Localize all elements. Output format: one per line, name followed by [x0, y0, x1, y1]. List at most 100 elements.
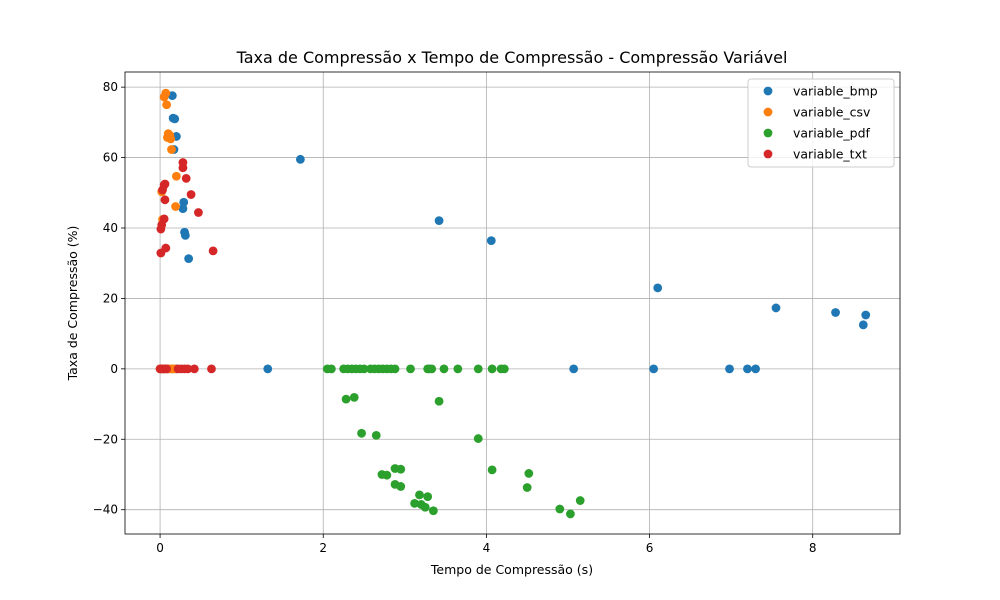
data-point	[566, 509, 575, 519]
legend-label: variable_bmp	[793, 84, 878, 99]
data-point	[180, 230, 190, 240]
data-point	[179, 197, 189, 207]
legend-box	[747, 78, 895, 168]
data-point	[439, 364, 449, 374]
data-point	[428, 506, 438, 516]
data-point	[420, 502, 430, 512]
data-point	[162, 100, 172, 110]
data-point	[326, 364, 336, 374]
y-tick-label: −40	[93, 503, 118, 517]
data-point	[751, 364, 761, 374]
data-point	[427, 364, 437, 374]
data-point	[473, 434, 483, 443]
data-point	[359, 364, 369, 374]
data-point	[167, 145, 176, 154]
data-point	[524, 469, 534, 478]
data-point	[725, 364, 734, 374]
legend-marker	[763, 128, 773, 138]
y-tick-label: 20	[103, 291, 118, 305]
data-point	[569, 364, 579, 374]
data-point	[156, 248, 166, 258]
data-point	[208, 246, 218, 256]
data-point	[263, 364, 273, 374]
x-tick-label: 8	[809, 541, 817, 555]
data-point	[861, 310, 871, 320]
legend-label: variable_pdf	[793, 126, 871, 141]
data-point	[159, 92, 169, 102]
legend-marker	[763, 107, 773, 117]
plot-frame	[124, 71, 901, 535]
y-axis: −40 −20 0 20 40 60 80	[93, 80, 125, 517]
x-tick-label: 0	[156, 541, 164, 555]
data-point	[434, 216, 444, 226]
y-tick-label: 80	[103, 80, 118, 94]
chart-title: Taxa de Compressão x Tempo de Compressão…	[236, 48, 788, 67]
y-tick-label: 40	[103, 221, 118, 235]
data-point	[357, 428, 366, 438]
data-point	[555, 504, 565, 514]
data-point	[575, 496, 585, 505]
data-point	[396, 482, 406, 491]
data-point	[162, 364, 172, 374]
x-tick-label: 6	[646, 541, 654, 555]
data-point	[649, 364, 659, 374]
data-point	[160, 195, 170, 205]
y-tick-label: 60	[103, 151, 118, 165]
legend-label: variable_csv	[793, 105, 871, 120]
data-point	[183, 364, 193, 374]
data-point	[390, 364, 400, 374]
x-axis: 0 2 4 6 8	[156, 534, 817, 555]
data-point	[184, 254, 194, 264]
data-point	[743, 364, 752, 374]
data-point	[341, 394, 351, 404]
data-point	[295, 154, 305, 164]
data-point	[170, 114, 180, 124]
legend-marker	[763, 86, 773, 96]
data-point	[178, 163, 188, 173]
x-tick-label: 2	[319, 541, 327, 555]
data-point	[171, 171, 181, 181]
legend-marker	[763, 149, 773, 159]
series-variable_txt	[155, 158, 218, 374]
data-point	[181, 173, 191, 183]
data-point	[487, 465, 497, 475]
data-point	[423, 492, 433, 502]
y-tick-label: −20	[93, 432, 118, 446]
data-point	[158, 185, 167, 195]
data-point	[163, 133, 172, 142]
grid	[125, 72, 900, 534]
data-point	[473, 364, 483, 374]
data-point	[396, 464, 406, 474]
data-point	[371, 431, 381, 440]
data-point	[410, 498, 420, 508]
data-point	[653, 283, 663, 293]
data-point	[453, 364, 463, 374]
data-point	[771, 303, 781, 313]
data-point	[406, 364, 415, 374]
data-point	[486, 236, 496, 246]
data-point	[487, 364, 497, 374]
data-point	[349, 392, 359, 402]
data-point	[499, 364, 509, 374]
data-point	[156, 224, 166, 234]
legend-label: variable_txt	[793, 147, 867, 162]
data-point	[186, 190, 196, 199]
x-axis-label: Tempo de Compressão (s)	[430, 562, 593, 577]
series-variable_pdf	[322, 364, 585, 519]
data-point	[434, 396, 444, 406]
data-point	[831, 308, 840, 317]
y-axis-label: Taxa de Compressão (%)	[65, 226, 80, 382]
data-points	[155, 88, 871, 519]
x-tick-label: 4	[483, 541, 491, 555]
data-point	[415, 490, 424, 500]
data-point	[858, 320, 868, 330]
data-point	[382, 470, 392, 480]
data-point	[189, 364, 199, 374]
data-point	[207, 364, 216, 374]
data-point	[194, 208, 203, 217]
data-point	[171, 202, 180, 211]
legend: variable_bmp variable_csv variable_pdfvari…	[747, 78, 895, 168]
data-point	[522, 483, 532, 492]
y-tick-label: 0	[110, 362, 118, 376]
